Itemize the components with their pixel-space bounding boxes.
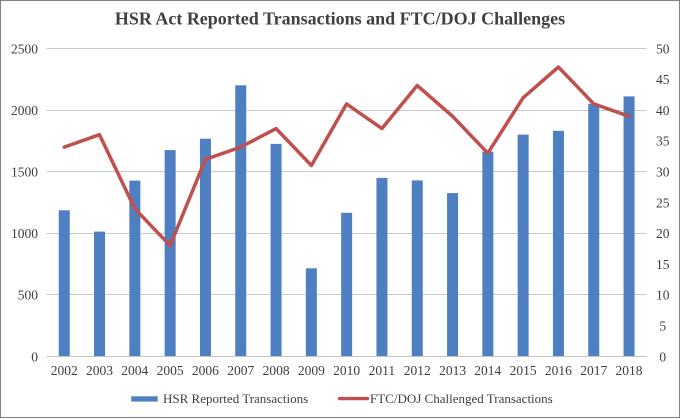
svg-text:2017: 2017 [580,363,607,378]
svg-text:2003: 2003 [86,363,113,378]
svg-text:2016: 2016 [545,363,572,378]
svg-text:45: 45 [656,72,670,87]
svg-text:2005: 2005 [157,363,184,378]
svg-text:2012: 2012 [404,363,431,378]
svg-text:2008: 2008 [263,363,290,378]
svg-text:25: 25 [656,195,670,210]
svg-text:HSR Act Reported Transactions: HSR Act Reported Transactions and FTC/DO… [115,9,565,29]
svg-text:2002: 2002 [51,363,78,378]
svg-text:2014: 2014 [474,363,501,378]
svg-text:1500: 1500 [11,165,38,180]
svg-text:5: 5 [659,319,666,334]
svg-text:500: 500 [18,288,39,303]
svg-text:0: 0 [659,349,666,364]
svg-text:1000: 1000 [11,226,38,241]
svg-text:2018: 2018 [616,363,643,378]
svg-text:15: 15 [656,257,670,272]
svg-text:50: 50 [656,41,670,56]
svg-text:2500: 2500 [11,41,38,56]
svg-text:2007: 2007 [227,363,254,378]
svg-text:30: 30 [656,165,670,180]
svg-text:2006: 2006 [192,363,219,378]
svg-text:2009: 2009 [298,363,325,378]
svg-text:2004: 2004 [121,363,148,378]
svg-text:2000: 2000 [11,103,38,118]
svg-text:2013: 2013 [439,363,466,378]
svg-text:HSR Reported Transactions: HSR Reported Transactions [163,391,308,406]
svg-text:35: 35 [656,134,670,149]
svg-text:20: 20 [656,226,670,241]
svg-text:10: 10 [656,288,670,303]
svg-text:2015: 2015 [510,363,537,378]
svg-text:2011: 2011 [369,363,396,378]
svg-text:2010: 2010 [333,363,360,378]
svg-text:FTC/DOJ Challenged Transaction: FTC/DOJ Challenged Transactions [370,391,553,406]
svg-text:0: 0 [31,349,38,364]
svg-text:40: 40 [656,103,670,118]
